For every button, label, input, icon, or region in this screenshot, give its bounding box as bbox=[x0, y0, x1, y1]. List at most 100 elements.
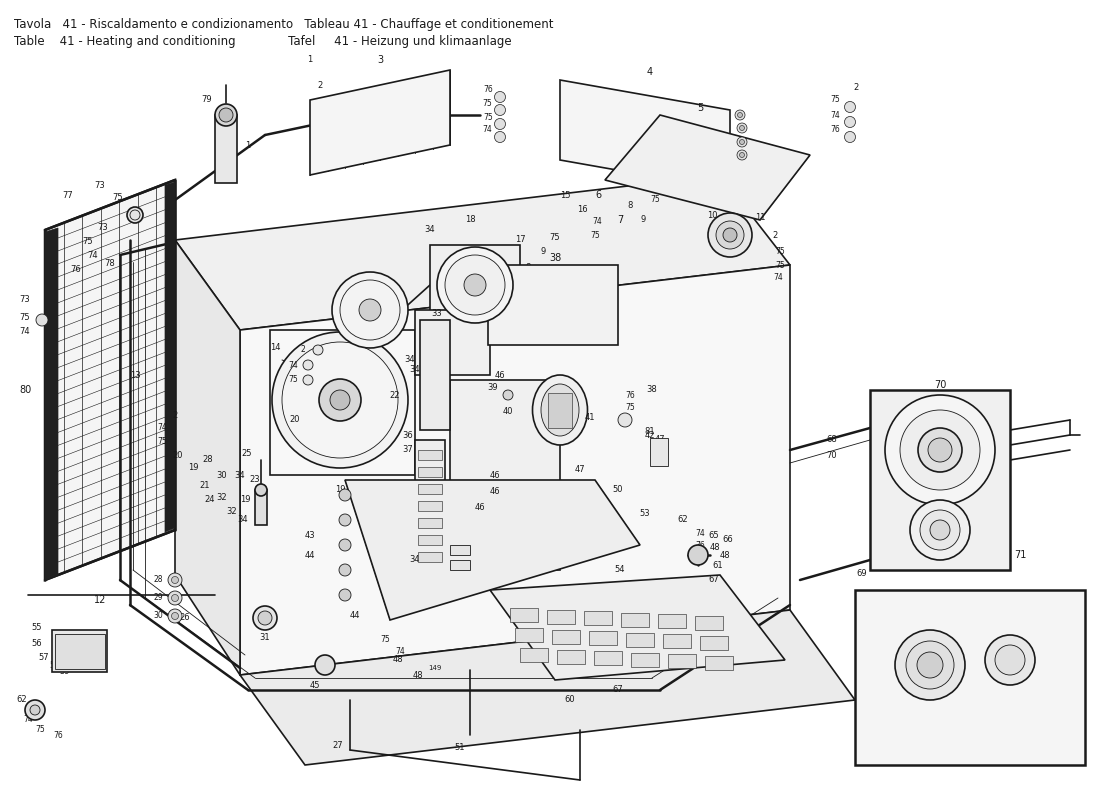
Bar bbox=[510, 608, 538, 622]
Text: 75: 75 bbox=[483, 113, 493, 122]
Text: 28: 28 bbox=[153, 575, 163, 585]
Text: 67: 67 bbox=[613, 686, 624, 694]
Circle shape bbox=[339, 539, 351, 551]
Text: 48: 48 bbox=[719, 550, 730, 559]
Bar bbox=[626, 633, 654, 646]
Circle shape bbox=[315, 655, 336, 675]
Circle shape bbox=[845, 117, 856, 127]
Text: 13: 13 bbox=[130, 370, 141, 379]
Text: 19: 19 bbox=[188, 463, 198, 473]
Text: 39: 39 bbox=[560, 387, 570, 397]
Circle shape bbox=[330, 390, 350, 410]
Text: 35: 35 bbox=[470, 546, 481, 554]
Text: 38: 38 bbox=[647, 386, 658, 394]
Circle shape bbox=[495, 118, 506, 130]
Text: 30: 30 bbox=[153, 611, 163, 621]
Bar bbox=[418, 450, 442, 460]
Text: 34: 34 bbox=[409, 366, 420, 374]
Text: 74: 74 bbox=[157, 423, 167, 433]
Bar bbox=[631, 653, 659, 666]
Text: 70: 70 bbox=[827, 450, 837, 459]
Ellipse shape bbox=[532, 375, 587, 445]
Text: 18: 18 bbox=[464, 215, 475, 225]
Text: 76: 76 bbox=[483, 86, 493, 94]
Text: 74: 74 bbox=[695, 529, 705, 538]
Bar bbox=[588, 631, 617, 645]
Text: 65: 65 bbox=[708, 531, 719, 541]
Text: 74: 74 bbox=[20, 327, 31, 337]
Text: 37: 37 bbox=[403, 446, 414, 454]
Circle shape bbox=[723, 228, 737, 242]
Text: 149: 149 bbox=[428, 665, 442, 671]
Circle shape bbox=[906, 641, 954, 689]
Text: 25: 25 bbox=[242, 449, 252, 458]
Bar bbox=[450, 545, 470, 555]
Circle shape bbox=[845, 102, 856, 113]
Text: 48: 48 bbox=[393, 655, 404, 665]
Text: 30: 30 bbox=[217, 470, 228, 479]
Circle shape bbox=[339, 489, 351, 501]
Circle shape bbox=[168, 609, 182, 623]
Circle shape bbox=[255, 484, 267, 496]
Text: 20: 20 bbox=[289, 415, 300, 425]
Text: 40: 40 bbox=[503, 407, 514, 417]
Circle shape bbox=[688, 545, 708, 565]
Bar bbox=[418, 518, 442, 528]
Circle shape bbox=[739, 139, 745, 145]
Text: 76: 76 bbox=[830, 126, 840, 134]
Text: 75: 75 bbox=[482, 98, 492, 107]
Circle shape bbox=[737, 113, 742, 118]
Bar bbox=[658, 614, 686, 628]
Bar bbox=[418, 501, 442, 511]
Text: 34: 34 bbox=[425, 226, 436, 234]
Polygon shape bbox=[560, 80, 730, 190]
Text: 58: 58 bbox=[50, 661, 60, 670]
Circle shape bbox=[319, 379, 361, 421]
Text: 22: 22 bbox=[389, 390, 400, 399]
Text: 21: 21 bbox=[200, 481, 210, 490]
Text: 55: 55 bbox=[32, 623, 42, 633]
Text: 31: 31 bbox=[260, 633, 271, 642]
Text: 36: 36 bbox=[403, 430, 414, 439]
Text: 57: 57 bbox=[39, 654, 50, 662]
Circle shape bbox=[737, 137, 747, 147]
Bar bbox=[52, 630, 107, 672]
Circle shape bbox=[272, 332, 408, 468]
Text: 8: 8 bbox=[526, 263, 530, 273]
Polygon shape bbox=[240, 265, 790, 675]
Text: 33: 33 bbox=[431, 310, 442, 318]
Bar bbox=[418, 552, 442, 562]
Bar bbox=[450, 560, 470, 570]
Circle shape bbox=[845, 131, 856, 142]
Circle shape bbox=[503, 390, 513, 400]
Text: 80: 80 bbox=[19, 385, 31, 395]
Bar bbox=[270, 330, 415, 475]
Text: 75: 75 bbox=[288, 375, 298, 385]
Circle shape bbox=[895, 630, 965, 700]
Text: 14: 14 bbox=[270, 342, 280, 351]
Text: 74: 74 bbox=[592, 218, 602, 226]
Text: 73: 73 bbox=[95, 181, 106, 190]
Text: 74: 74 bbox=[395, 647, 405, 657]
Circle shape bbox=[339, 564, 351, 576]
Circle shape bbox=[984, 635, 1035, 685]
Text: 75: 75 bbox=[625, 403, 635, 413]
Polygon shape bbox=[45, 228, 58, 580]
Text: 75: 75 bbox=[112, 194, 123, 202]
Bar bbox=[430, 245, 520, 325]
Circle shape bbox=[332, 272, 408, 348]
Text: 28: 28 bbox=[202, 455, 213, 465]
Text: 74: 74 bbox=[288, 361, 298, 370]
Text: 7: 7 bbox=[617, 215, 623, 225]
Text: 29: 29 bbox=[153, 594, 163, 602]
Bar bbox=[420, 320, 450, 430]
Text: 19: 19 bbox=[334, 486, 345, 494]
Circle shape bbox=[302, 360, 313, 370]
Text: 75: 75 bbox=[776, 261, 785, 270]
Bar bbox=[663, 634, 691, 648]
Text: 9: 9 bbox=[540, 247, 546, 257]
Text: 73: 73 bbox=[98, 223, 109, 233]
Text: 76: 76 bbox=[625, 390, 635, 399]
Bar bbox=[418, 484, 442, 494]
Text: 67: 67 bbox=[708, 575, 719, 585]
